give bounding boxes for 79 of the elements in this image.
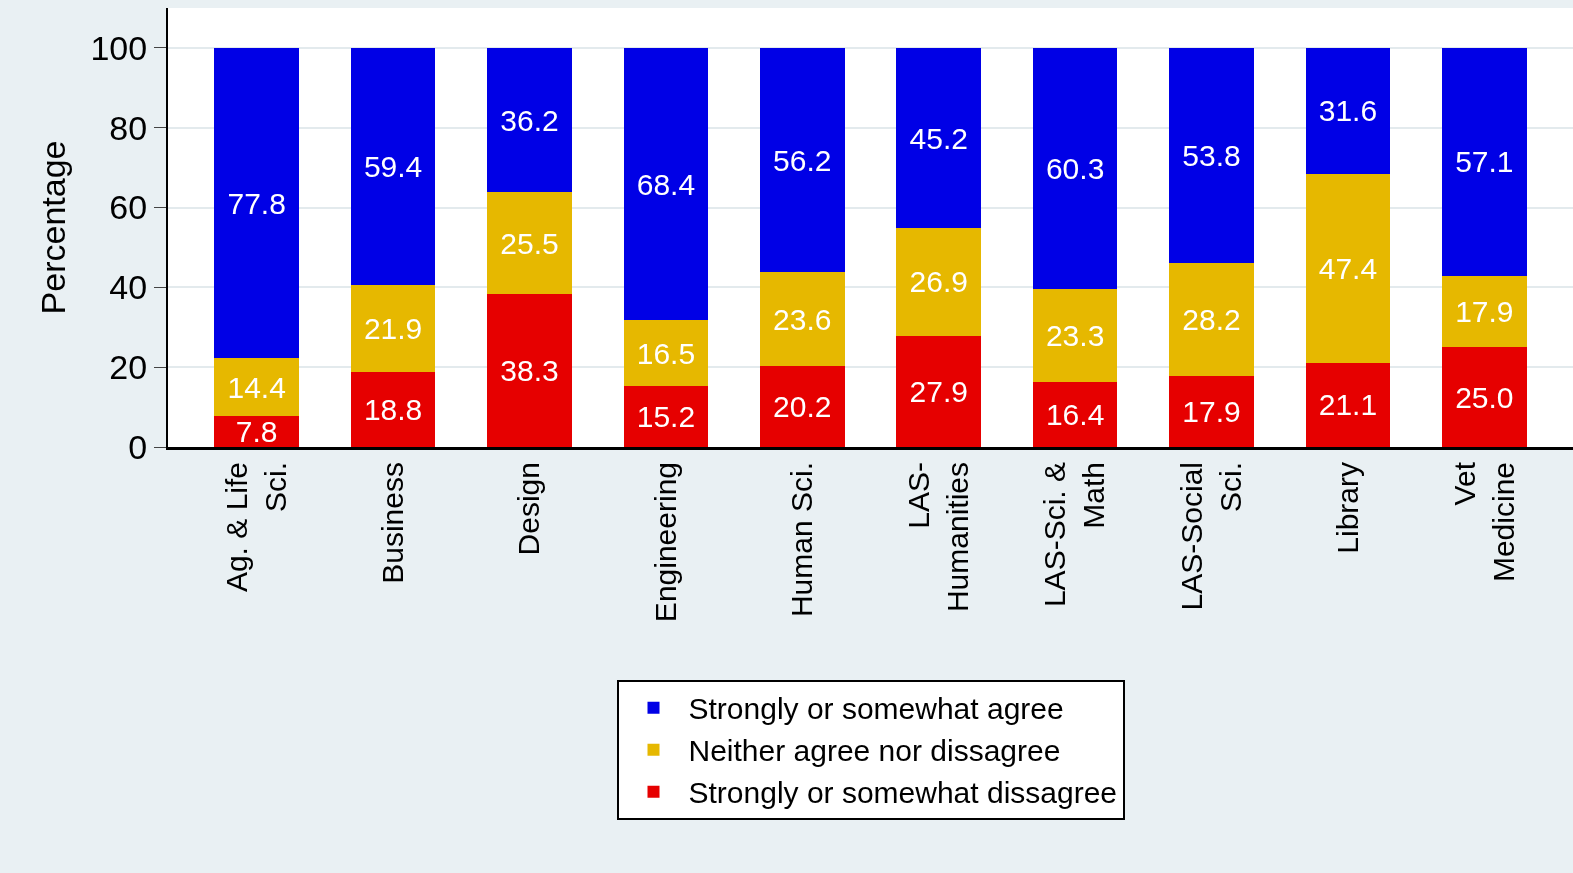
data-label: 45.2 xyxy=(909,121,968,155)
bar xyxy=(1169,48,1254,264)
bar xyxy=(1169,375,1254,447)
y-tick-label: 100 xyxy=(90,28,148,67)
bar xyxy=(760,47,845,273)
y-tick-label: 80 xyxy=(109,108,148,147)
x-tick-label: Vet Medicine xyxy=(1447,461,1520,583)
data-label: 56.2 xyxy=(773,143,832,177)
bar xyxy=(350,371,436,447)
data-label: 14.4 xyxy=(227,370,286,404)
bar xyxy=(350,47,436,285)
bar xyxy=(487,192,572,295)
data-label: 23.6 xyxy=(773,302,832,336)
y-tick-label: 20 xyxy=(109,348,148,387)
bar xyxy=(1169,263,1254,376)
data-label: 28.2 xyxy=(1182,302,1241,336)
data-label: 7.8 xyxy=(235,414,278,448)
bar xyxy=(623,47,709,321)
data-label: 25.0 xyxy=(1455,380,1514,414)
bar xyxy=(1032,381,1118,447)
bar xyxy=(1305,362,1391,447)
data-label: 17.9 xyxy=(1455,295,1514,329)
bar xyxy=(1032,47,1118,289)
bar xyxy=(896,228,981,336)
data-label: 53.8 xyxy=(1182,139,1241,173)
x-tick-label: Design xyxy=(512,462,546,556)
bar xyxy=(760,366,845,447)
bar xyxy=(623,320,709,387)
data-label: 68.4 xyxy=(636,167,696,201)
bar xyxy=(1442,347,1527,447)
x-tick-label: Engineering xyxy=(648,462,682,623)
bar xyxy=(214,358,299,416)
data-label: 60.3 xyxy=(1045,151,1105,185)
data-label: 17.9 xyxy=(1182,394,1241,428)
data-label: 59.4 xyxy=(363,149,423,183)
bar xyxy=(623,386,709,447)
bar xyxy=(760,272,845,367)
x-tick-label: LAS-Sci. & Math xyxy=(1038,462,1111,608)
bar xyxy=(896,335,981,447)
data-label: 16.4 xyxy=(1045,397,1105,431)
data-label: 15.2 xyxy=(636,400,696,434)
data-label: 31.6 xyxy=(1318,94,1378,128)
bar xyxy=(1305,47,1391,174)
x-tick-label: Business xyxy=(375,462,409,584)
bar xyxy=(487,294,572,447)
data-label: 21.1 xyxy=(1318,388,1378,422)
bar xyxy=(1442,275,1527,348)
bar xyxy=(1032,288,1118,382)
bar xyxy=(1305,173,1391,363)
data-label: 20.2 xyxy=(773,390,832,424)
bar xyxy=(896,47,981,229)
data-label: 16.5 xyxy=(636,336,696,370)
data-label: 57.1 xyxy=(1455,145,1514,179)
x-tick-label: LAS-Social Sci. xyxy=(1174,462,1247,611)
data-label: 77.8 xyxy=(227,186,286,220)
data-label: 23.3 xyxy=(1045,318,1105,352)
y-tick-label: 0 xyxy=(128,427,148,466)
y-axis-title: Percentage xyxy=(33,140,72,315)
legend-label: Strongly or somewhat agree xyxy=(688,692,1064,726)
x-tick-label: LAS- Humanities xyxy=(901,462,974,613)
legend-label: Strongly or somewhat dissagree xyxy=(688,776,1118,810)
data-label: 38.3 xyxy=(500,354,559,388)
x-tick-label: Human Sci. xyxy=(785,462,819,618)
x-tick-label: Ag. & Life Sci. xyxy=(219,462,292,593)
y-tick-label: 40 xyxy=(109,268,148,307)
data-label: 26.9 xyxy=(909,265,968,299)
bar xyxy=(214,47,299,359)
data-label: 18.8 xyxy=(363,392,423,426)
data-label: 21.9 xyxy=(363,311,423,345)
bar xyxy=(487,47,572,193)
y-tick-label: 60 xyxy=(109,188,148,227)
legend-label: Neither agree nor dissagree xyxy=(688,734,1061,768)
bar xyxy=(1442,47,1527,276)
bar xyxy=(350,284,436,372)
data-label: 36.2 xyxy=(500,103,559,137)
data-label: 27.9 xyxy=(909,374,968,408)
x-tick-label: Library xyxy=(1330,462,1364,554)
data-label: 25.5 xyxy=(500,226,559,260)
data-label: 47.4 xyxy=(1318,251,1378,285)
